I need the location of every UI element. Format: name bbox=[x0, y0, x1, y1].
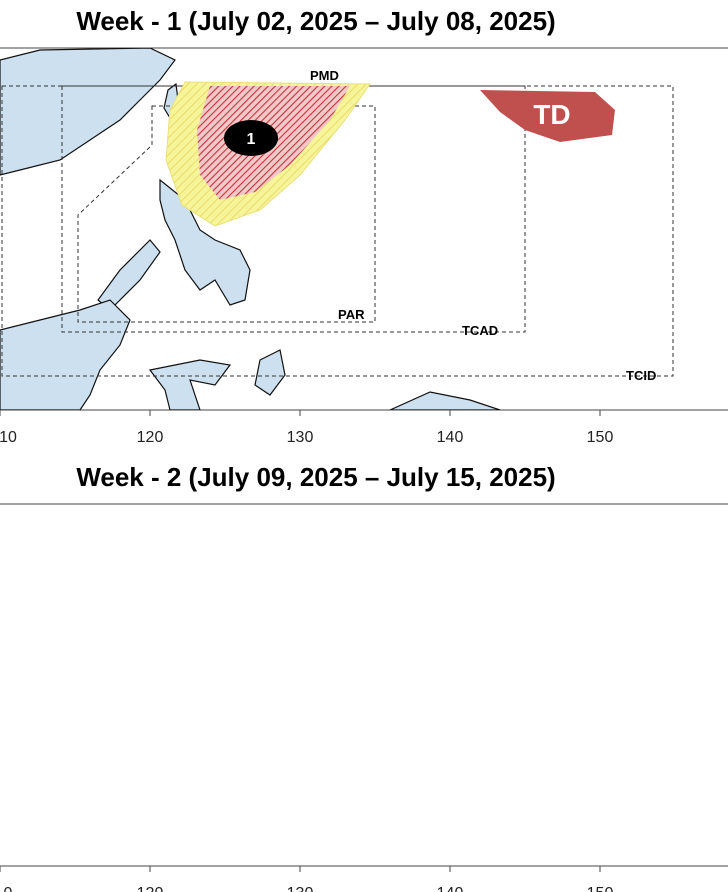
lon-tick-label: 150 bbox=[587, 885, 614, 892]
map-panel: Week - 2 (July 09, 2025 – July 15, 2025)… bbox=[0, 462, 728, 892]
td-label: TD bbox=[533, 99, 570, 130]
lon-tick-label: 10 bbox=[0, 429, 17, 446]
tcid-boundary bbox=[2, 542, 673, 832]
land bbox=[0, 299, 131, 410]
area-label: 2 bbox=[418, 565, 427, 582]
map-panel: Week - 1 (July 02, 2025 – July 08, 2025)… bbox=[0, 6, 728, 446]
tcid-boundary bbox=[1, 85, 674, 377]
area-marker bbox=[396, 556, 448, 588]
land bbox=[98, 696, 160, 766]
pmd-label: PMD bbox=[310, 68, 339, 83]
panel-title: Week - 1 (July 02, 2025 – July 08, 2025) bbox=[76, 6, 555, 36]
forecast-area bbox=[352, 544, 515, 606]
lon-tick-label: 150 bbox=[587, 429, 614, 446]
lon-tick-label: 0 bbox=[4, 885, 13, 892]
area-marker bbox=[196, 552, 248, 584]
land bbox=[159, 178, 251, 306]
map-area: PMD PAR TCAD TCID 1 2 bbox=[0, 504, 673, 866]
land bbox=[0, 504, 175, 631]
lon-tick-label: 140 bbox=[437, 885, 464, 892]
par-label: PAR bbox=[338, 763, 365, 778]
land bbox=[97, 239, 161, 311]
land bbox=[0, 756, 130, 866]
land bbox=[254, 349, 286, 396]
land bbox=[255, 806, 285, 851]
par-boundary bbox=[77, 105, 376, 323]
par-boundary bbox=[78, 562, 375, 778]
lon-tick-label: 120 bbox=[137, 429, 164, 446]
pmd-label: PMD bbox=[310, 524, 339, 539]
area-marker bbox=[224, 120, 278, 156]
land bbox=[390, 848, 500, 866]
par-label: PAR bbox=[338, 307, 365, 322]
lon-tick-label: 120 bbox=[137, 885, 164, 892]
area-label: 1 bbox=[218, 561, 227, 578]
map-area: PMD PAR TCAD TCID 1 TD bbox=[0, 48, 674, 410]
tcad-boundary bbox=[61, 85, 526, 333]
td-area bbox=[480, 90, 615, 142]
land bbox=[0, 48, 176, 176]
tcad-label: TCAD bbox=[462, 779, 498, 794]
land bbox=[148, 359, 232, 410]
land bbox=[150, 816, 230, 866]
lon-tick-label: 130 bbox=[287, 429, 314, 446]
land bbox=[389, 391, 501, 410]
land bbox=[164, 540, 178, 574]
tcid-label: TCID bbox=[626, 368, 656, 383]
tcad-label: TCAD bbox=[462, 323, 498, 338]
tcid-label: TCID bbox=[626, 824, 656, 839]
lon-tick-label: 130 bbox=[287, 885, 314, 892]
area-label: 1 bbox=[247, 131, 256, 148]
panel-title: Week - 2 (July 09, 2025 – July 15, 2025) bbox=[76, 462, 555, 492]
land bbox=[160, 636, 250, 761]
lon-tick-label: 140 bbox=[437, 429, 464, 446]
tcad-boundary bbox=[62, 542, 525, 788]
forecast-area bbox=[178, 542, 295, 602]
